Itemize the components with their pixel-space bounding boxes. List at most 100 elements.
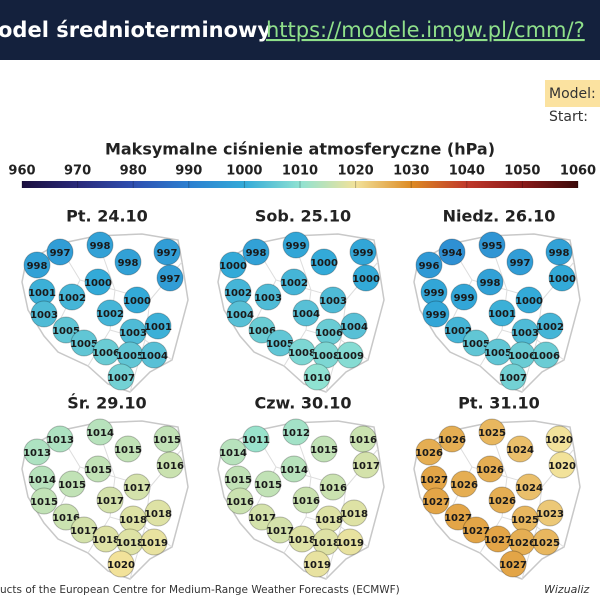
pressure-value: 1024 [515,483,543,494]
pressure-value: 998 [549,248,570,259]
pressure-value: 1026 [415,448,443,459]
pressure-value: 997 [160,274,181,285]
footer-source: ucts of the European Centre for Medium-R… [0,584,400,596]
pressure-value: 1025 [478,428,506,439]
pressure-value: 1007 [499,373,527,384]
pressure-value: 1004 [340,322,368,333]
pressure-circle [415,251,443,279]
pressure-circle [52,503,80,531]
pressure-value: 1015 [58,480,86,491]
pressure-value: 1026 [488,496,516,507]
pressure-value: 1000 [352,274,380,285]
pressure-value: 1015 [30,497,58,508]
header-link[interactable]: https://modele.imgw.pl/cmm/? [266,18,585,42]
pressure-circle [248,503,276,531]
pressure-value: 1006 [92,348,120,359]
pressure-circle [280,455,308,483]
colorbar-tick-label: 1050 [504,164,540,179]
pressure-value: 1001 [488,309,516,320]
pressure-circle [219,251,247,279]
pressure-circle [153,425,181,453]
pressure-value: 1014 [86,428,114,439]
pressure-circle [303,363,331,391]
pressure-value: 1019 [140,538,168,549]
pressure-value: 1003 [254,293,282,304]
pressure-circle [444,316,472,344]
pressure-circle [506,435,534,463]
map-title: Śr. 29.10 [67,394,146,413]
pressure-value: 1005 [52,326,80,337]
pressure-value: 1006 [248,326,276,337]
colorbar-tick-label: 990 [175,164,202,179]
pressure-circle [144,499,172,527]
pressure-value: 1000 [219,261,247,272]
map-title: Czw. 30.10 [254,394,351,413]
pressure-circle [352,264,380,292]
colorbar-tick-label: 1060 [560,164,596,179]
pressure-value: 1016 [52,513,80,524]
pressure-circle [444,503,472,531]
pressure-value: 1026 [438,435,466,446]
pressure-circle [352,451,380,479]
pressure-value: 1003 [119,328,147,339]
pressure-value: 1016 [226,497,254,508]
pressure-circle [450,470,478,498]
pressure-value: 998 [246,248,267,259]
footer-credit: Wizualiz [544,583,590,596]
pressure-circle [254,470,282,498]
pressure-value: 999 [286,241,307,252]
pressure-circle [476,268,504,296]
pressure-circle [153,238,181,266]
pressure-value: 1015 [153,435,181,446]
pressure-value: 994 [442,248,463,259]
colorbar-tick-label: 1000 [226,164,262,179]
pressure-circle [415,438,443,466]
pressure-value: 1023 [536,509,564,520]
pressure-circle [476,455,504,483]
pressure-circle [96,486,124,514]
pressure-value: 1013 [23,448,51,459]
pressure-circle [340,499,368,527]
header-title: odel średnioterminowy [0,18,271,42]
pressure-value: 999 [424,288,445,299]
pressure-value: 1026 [450,480,478,491]
pressure-circle [499,363,527,391]
pressure-value: 1000 [515,296,543,307]
pressure-value: 1017 [96,496,124,507]
map-title: Niedz. 26.10 [443,207,556,226]
pressure-value: 1025 [511,515,539,526]
colorbar-tick-label: 980 [120,164,147,179]
pressure-circle [548,264,576,292]
pressure-circle [58,283,86,311]
pressure-circle [536,312,564,340]
pressure-value: 1012 [282,428,310,439]
pressure-circle [478,231,506,259]
pressure-circle [292,299,320,327]
pressure-value: 1002 [224,288,252,299]
pressure-value: 1017 [248,513,276,524]
pressure-value: 1027 [499,560,527,571]
pressure-circle [532,528,560,556]
pressure-circle [506,248,534,276]
pressure-value: 1009 [336,351,364,362]
pressure-value: 1015 [310,445,338,456]
map-title: Sob. 25.10 [255,207,351,226]
pressure-value: 1014 [280,465,308,476]
pressure-value: 1005 [116,351,144,362]
start-label: Start: [549,109,588,125]
pressure-circle [336,528,364,556]
pressure-circle [310,248,338,276]
pressure-value: 1015 [254,480,282,491]
pressure-value: 1026 [476,465,504,476]
pressure-circle [96,299,124,327]
pressure-circle [292,486,320,514]
pressure-value: 1020 [107,560,135,571]
map-title: Pt. 31.10 [458,394,540,413]
colorbar-tick-label: 960 [8,164,35,179]
